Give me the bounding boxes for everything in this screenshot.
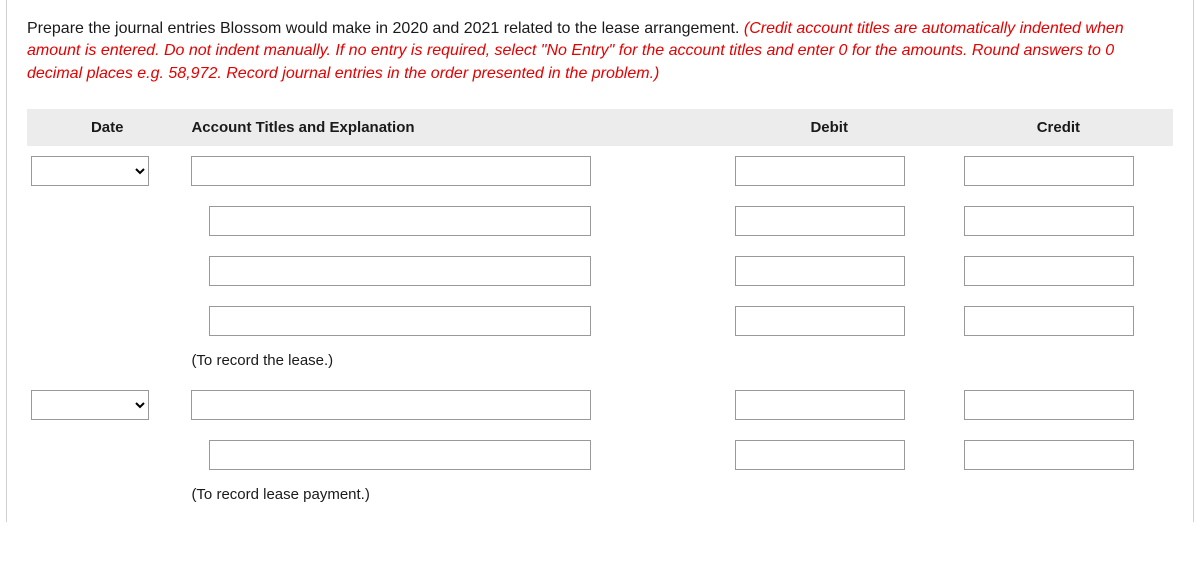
explanation-row: (To record the lease.) [27, 346, 1173, 380]
journal-table-wrap: Date Account Titles and Explanation Debi… [7, 93, 1193, 522]
entry-row [27, 430, 1173, 480]
debit-input-2-2[interactable] [735, 440, 905, 470]
journal-table: Date Account Titles and Explanation Debi… [27, 109, 1173, 514]
entry-row [27, 380, 1173, 430]
entry-row [27, 196, 1173, 246]
account-input-1-4[interactable] [209, 306, 591, 336]
instructions-black: Prepare the journal entries Blossom woul… [27, 20, 744, 37]
credit-input-2-1[interactable] [964, 390, 1134, 420]
header-debit: Debit [715, 109, 944, 146]
instructions-block: Prepare the journal entries Blossom woul… [7, 0, 1193, 93]
question-container: Prepare the journal entries Blossom woul… [6, 0, 1194, 522]
credit-input-2-2[interactable] [964, 440, 1134, 470]
account-input-1-1[interactable] [191, 156, 591, 186]
credit-input-1-4[interactable] [964, 306, 1134, 336]
explanation-lease: (To record the lease.) [191, 352, 333, 369]
account-input-2-1[interactable] [191, 390, 591, 420]
entry-row [27, 146, 1173, 196]
date-select-2[interactable] [31, 390, 149, 420]
header-account: Account Titles and Explanation [187, 109, 714, 146]
account-input-1-3[interactable] [209, 256, 591, 286]
account-input-1-2[interactable] [209, 206, 591, 236]
date-select-1[interactable] [31, 156, 149, 186]
debit-input-2-1[interactable] [735, 390, 905, 420]
debit-input-1-4[interactable] [735, 306, 905, 336]
debit-input-1-2[interactable] [735, 206, 905, 236]
credit-input-1-2[interactable] [964, 206, 1134, 236]
credit-input-1-1[interactable] [964, 156, 1134, 186]
account-input-2-2[interactable] [209, 440, 591, 470]
debit-input-1-3[interactable] [735, 256, 905, 286]
debit-input-1-1[interactable] [735, 156, 905, 186]
header-credit: Credit [944, 109, 1173, 146]
header-row: Date Account Titles and Explanation Debi… [27, 109, 1173, 146]
credit-input-1-3[interactable] [964, 256, 1134, 286]
explanation-row: (To record lease payment.) [27, 480, 1173, 514]
entry-row [27, 296, 1173, 346]
explanation-payment: (To record lease payment.) [191, 486, 369, 503]
header-date: Date [27, 109, 187, 146]
entry-row [27, 246, 1173, 296]
